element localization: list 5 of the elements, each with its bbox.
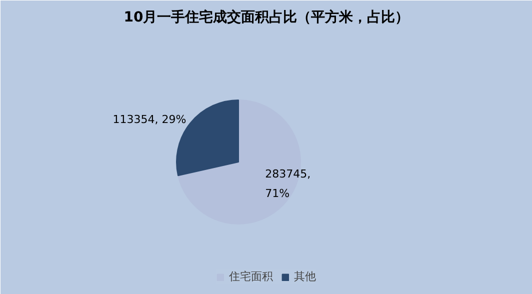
chart-title: 10月一手住宅成交面积占比（平方米，占比） xyxy=(124,8,410,26)
legend-label: 住宅面积 xyxy=(229,269,273,284)
legend-label: 其他 xyxy=(294,269,316,284)
data-label: 113354, 29% xyxy=(112,113,186,126)
data-label: 283745, 71% xyxy=(265,167,311,200)
